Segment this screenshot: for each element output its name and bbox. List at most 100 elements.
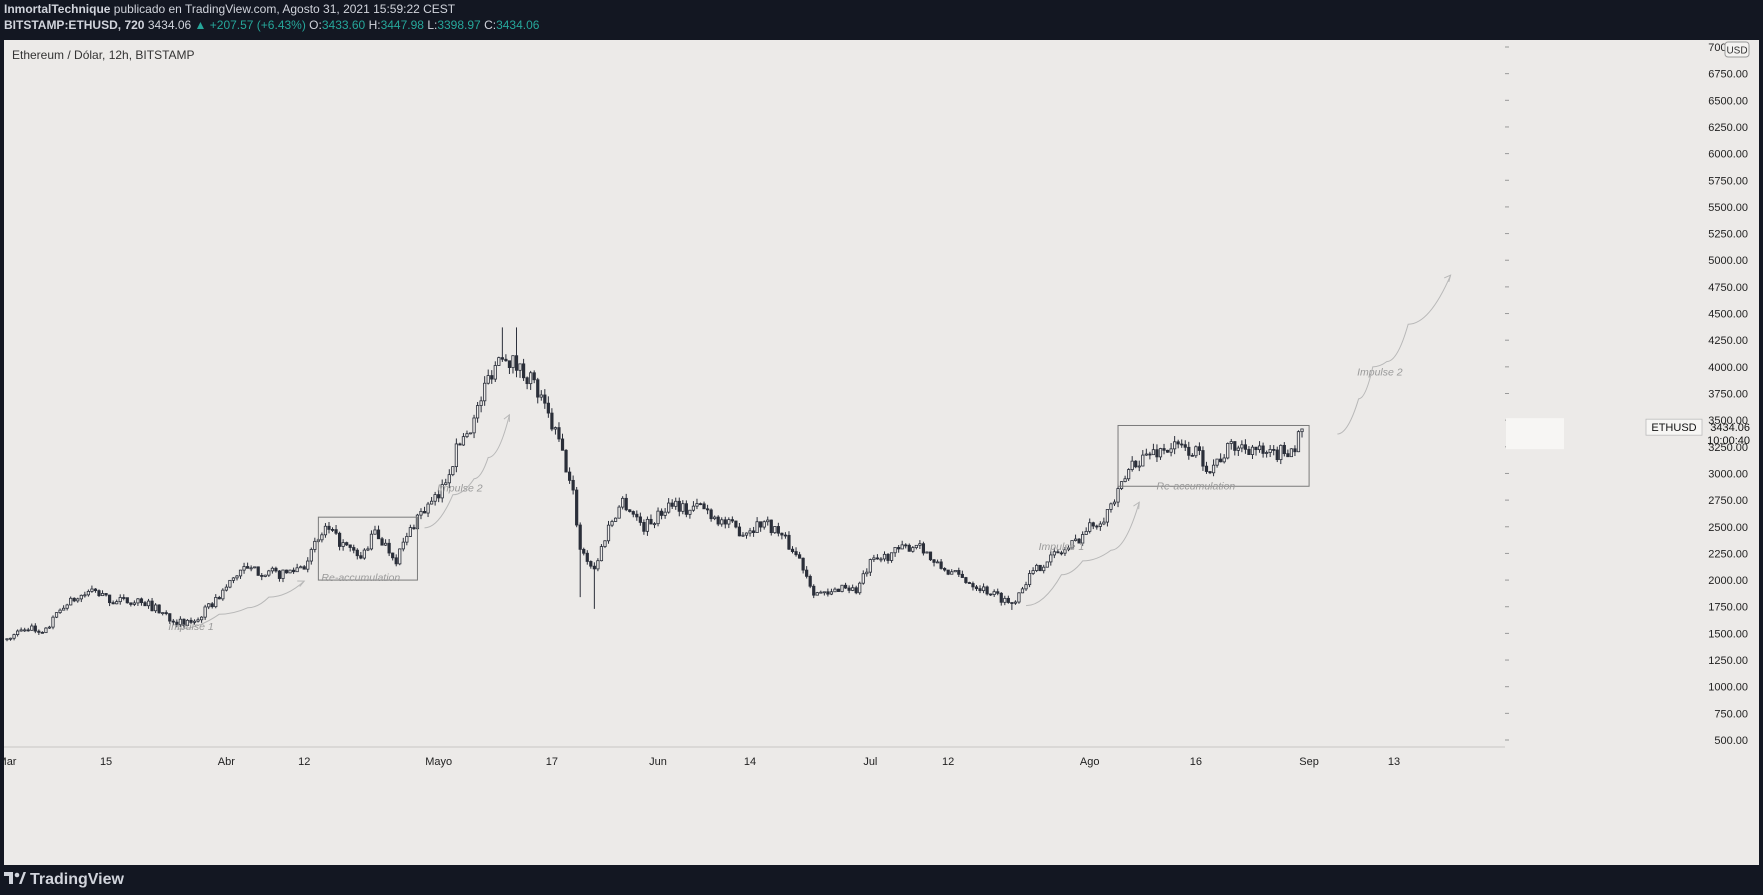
candle: [943, 567, 947, 572]
candle-body: [631, 511, 635, 515]
candle-body: [391, 552, 395, 559]
candle: [858, 581, 862, 595]
candle-body: [295, 567, 299, 573]
candle: [1226, 442, 1230, 460]
candle-body: [383, 542, 388, 546]
candle: [373, 525, 377, 535]
candle: [532, 370, 536, 384]
candle: [274, 566, 278, 573]
candle-body: [447, 474, 451, 484]
candle-body: [974, 586, 979, 590]
candle: [76, 597, 80, 603]
open-label: O:: [309, 18, 322, 32]
candle: [971, 581, 975, 591]
candle: [1077, 538, 1081, 544]
candle-body: [504, 358, 508, 362]
candle-body: [1282, 444, 1286, 455]
candle: [1254, 446, 1258, 456]
candle: [900, 540, 904, 550]
candle-body: [589, 561, 593, 567]
candle: [667, 498, 671, 514]
candle-body: [536, 379, 540, 398]
candle-body: [808, 575, 812, 587]
candle: [362, 548, 366, 560]
candle: [192, 619, 197, 625]
brand-name: TradingView: [30, 871, 124, 888]
candle: [100, 590, 105, 597]
candle-body: [797, 554, 802, 559]
candle: [776, 522, 780, 537]
candle: [200, 616, 204, 623]
candle-body: [518, 363, 522, 371]
candle-body: [1293, 448, 1297, 453]
candle-body: [840, 584, 844, 592]
candle-body: [578, 524, 582, 550]
candle: [840, 584, 844, 593]
candle-body: [741, 534, 745, 537]
candle: [557, 422, 561, 442]
candle-body: [1219, 458, 1223, 463]
author-name[interactable]: InmortalTechnique: [4, 2, 111, 16]
candle-body: [16, 630, 20, 635]
candle: [734, 520, 738, 529]
candle: [882, 551, 887, 562]
candle-body: [1063, 549, 1067, 554]
candle: [1109, 502, 1113, 513]
candle: [815, 591, 819, 596]
candle: [617, 505, 621, 519]
candle: [1180, 439, 1184, 448]
y-tick-label: 2750.00: [1708, 495, 1748, 507]
candle: [613, 517, 618, 522]
candle-body: [136, 598, 140, 604]
candle: [645, 516, 650, 536]
candle-body: [964, 577, 968, 583]
candle-body: [854, 587, 858, 594]
candle-body: [150, 600, 154, 612]
candle: [1049, 550, 1053, 566]
candle: [705, 504, 710, 515]
candle-body: [1027, 573, 1032, 586]
candle-body: [861, 573, 865, 584]
candle-body: [90, 588, 94, 592]
candle: [1204, 461, 1209, 474]
candle: [1070, 540, 1074, 549]
candle: [939, 558, 943, 570]
candle: [1137, 460, 1141, 472]
projection-arrow: [424, 414, 510, 529]
candle: [1045, 561, 1049, 568]
chart-area[interactable]: Impulse 1 Re-accumulation Impulse 2 Impulse…: [0, 40, 1763, 865]
candle: [355, 548, 359, 560]
candle: [72, 597, 76, 603]
frame-right: [1759, 40, 1763, 865]
candle-body: [1042, 566, 1046, 572]
candle: [387, 539, 391, 557]
candle-body: [582, 548, 586, 554]
candle-body: [203, 606, 207, 618]
candle: [214, 594, 218, 609]
candle: [727, 517, 731, 529]
candle: [812, 584, 816, 599]
candle-body: [132, 602, 136, 605]
candle-body: [337, 532, 342, 547]
candle: [1233, 441, 1237, 456]
candle-body: [412, 527, 416, 530]
candle: [1091, 521, 1095, 530]
candle: [1148, 451, 1152, 460]
candle-body: [334, 529, 338, 534]
candle: [780, 532, 784, 540]
candle: [468, 432, 473, 435]
candle: [681, 500, 685, 515]
price-chart[interactable]: Impulse 1 Re-accumulation Impulse 2 Impulse…: [0, 40, 1763, 865]
candle: [1112, 499, 1117, 507]
candle: [536, 377, 540, 404]
candle: [1173, 436, 1177, 455]
candle-body: [231, 577, 236, 581]
candle-body: [525, 377, 529, 385]
candle: [217, 595, 221, 600]
y-tick-label: 5500.00: [1708, 202, 1748, 214]
candle-body: [437, 494, 441, 499]
y-tick-label: 5250.00: [1708, 229, 1748, 241]
candle-body: [341, 542, 345, 547]
tradingview-logo[interactable]: TradingView: [4, 870, 124, 889]
candle-body: [1056, 551, 1060, 554]
